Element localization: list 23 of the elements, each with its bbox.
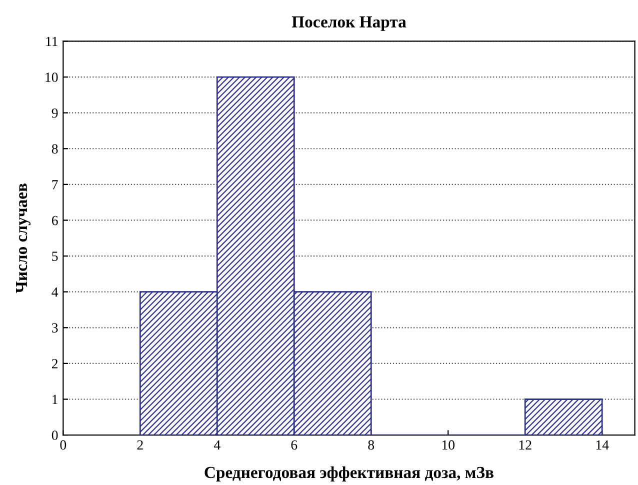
y-tick-label: 10 bbox=[46, 72, 58, 82]
x-tick-label: 6 bbox=[291, 440, 298, 450]
x-tick-label: 10 bbox=[442, 440, 455, 450]
chart-title: Поселок Нарта bbox=[292, 16, 406, 31]
y-tick-label: 5 bbox=[52, 252, 58, 261]
y-tick-label: 2 bbox=[52, 359, 58, 368]
y-tick-label: 3 bbox=[52, 323, 58, 333]
y-tick-label: 11 bbox=[46, 36, 58, 46]
x-tick-label: 0 bbox=[60, 440, 66, 450]
y-tick-label: 6 bbox=[52, 216, 58, 226]
y-tick-label: 1 bbox=[52, 394, 58, 404]
y-tick-label: 7 bbox=[52, 180, 58, 190]
y-axis-title: Число случаев bbox=[16, 184, 31, 294]
y-tick-label: 4 bbox=[52, 288, 58, 297]
x-tick-label: 12 bbox=[519, 440, 532, 450]
x-tick-label: 2 bbox=[137, 440, 143, 450]
x-axis-title: Среднегодовая эффективная доза, мЗв bbox=[204, 466, 494, 482]
x-tick-label: 14 bbox=[596, 440, 609, 450]
y-tick-label: 8 bbox=[52, 144, 58, 154]
y-tick-label: 0 bbox=[52, 430, 58, 440]
x-tick-label: 8 bbox=[368, 440, 374, 450]
x-tick-label: 4 bbox=[214, 440, 220, 450]
y-tick-label: 9 bbox=[52, 108, 58, 118]
